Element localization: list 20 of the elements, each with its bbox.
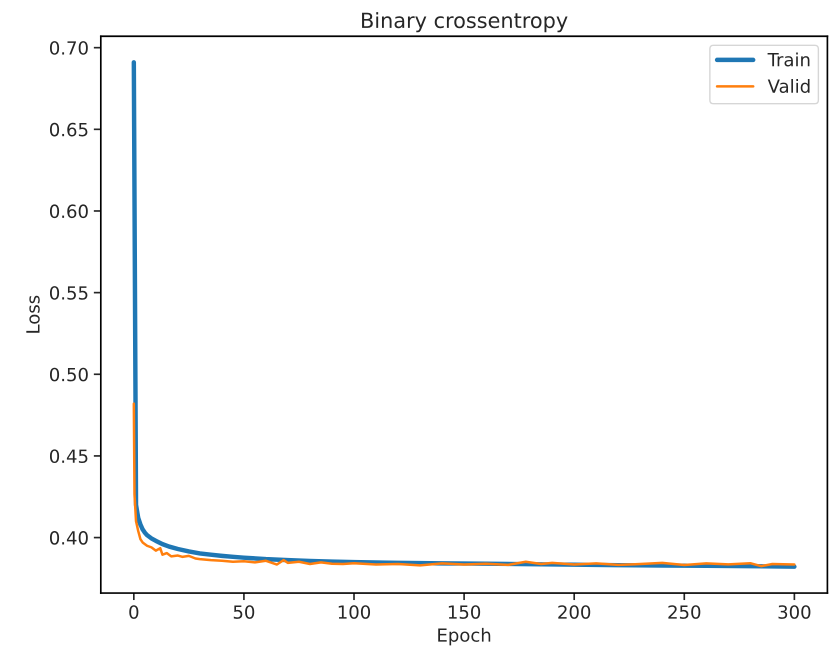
y-tick-label: 0.55 [50, 286, 88, 300]
legend-label: Train [768, 52, 810, 66]
x-tick-label: 150 [448, 605, 480, 619]
x-tick-label: 300 [778, 605, 810, 619]
line-series [132, 402, 796, 568]
y-tick-label: 0.60 [50, 204, 88, 218]
chart-title: Binary crossentropy [362, 12, 568, 32]
y-tick-label: 0.40 [50, 531, 88, 545]
y-axis-title: Loss [26, 296, 40, 333]
x-axis-title: Epoch [438, 628, 490, 646]
legend-label: Valid [768, 78, 810, 93]
x-tick-label: 0 [129, 605, 138, 619]
x-tick-label: 100 [338, 605, 370, 619]
x-tick-label: 200 [558, 605, 590, 619]
x-tick-label: 50 [234, 605, 254, 619]
y-tick-label: 0.65 [50, 122, 88, 136]
y-tick-label: 0.50 [50, 368, 88, 382]
x-tick-label: 250 [668, 605, 700, 619]
y-tick-label: 0.45 [50, 449, 88, 464]
y-tick-label: 0.70 [50, 41, 88, 55]
